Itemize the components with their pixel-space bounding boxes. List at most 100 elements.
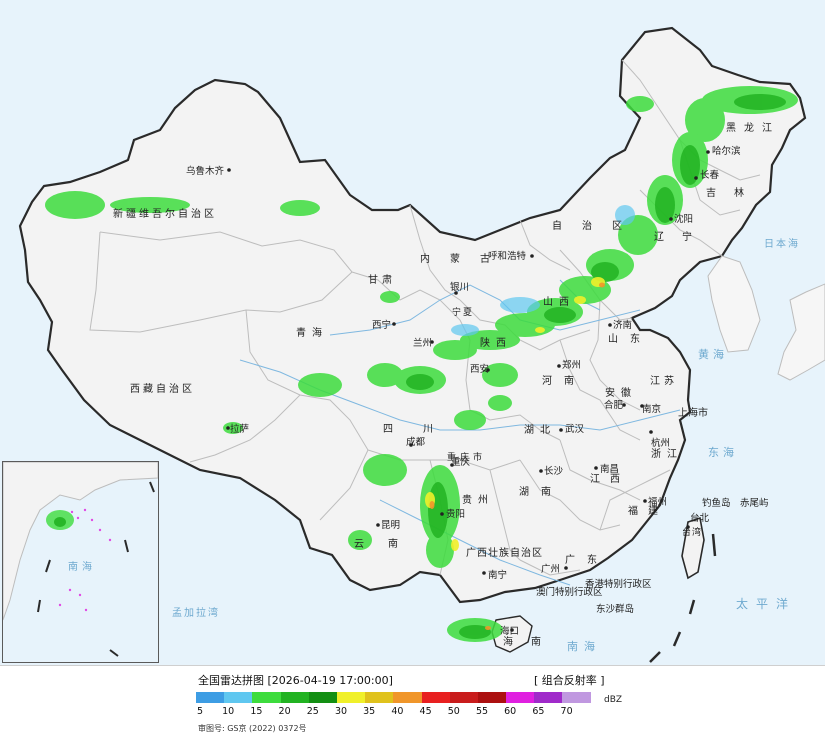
inset-map: 南海: [2, 461, 159, 662]
legend-tick-label: 20: [278, 706, 291, 717]
label-yunnan: 云南: [354, 537, 422, 550]
legend-tick-label: 65: [532, 706, 545, 717]
legend-tick-label: 10: [222, 706, 235, 717]
legend-footer: 全国雷达拼图 [2026-04-19 17:00:00] [ 组合反射率 ] d…: [0, 665, 825, 740]
label-gansu: 甘肃: [368, 273, 396, 286]
city-lanzhou: 兰州: [413, 337, 432, 349]
label-neimenggu: 内蒙古: [420, 252, 510, 265]
city-shenyang: 沈阳: [674, 213, 693, 225]
label-liaoning: 辽宁: [654, 230, 710, 243]
china-land: [18, 26, 807, 604]
label-taiwan: 台湾: [682, 526, 702, 538]
legend-tick-label: 60: [504, 706, 517, 717]
legend-tick-label: 25: [306, 706, 319, 717]
city-chongqing: 重庆: [451, 456, 471, 468]
taiwan-land: [681, 516, 705, 580]
legend-tick-label: 45: [419, 706, 432, 717]
color-legend-bar: [196, 692, 591, 703]
label-guizhou: 贵州: [462, 493, 494, 506]
legend-tick-label: 40: [391, 706, 404, 717]
label-fujian: 福建: [628, 504, 668, 517]
province-boundaries: [89, 59, 761, 576]
legend-swatch: [506, 692, 535, 703]
radar-echoes: [45, 86, 798, 642]
label-shandong: 山东: [608, 332, 652, 345]
city-yinchuan: 银川: [450, 281, 469, 293]
legend-tick-label: 70: [560, 706, 573, 717]
sea-pacific: 太平洋: [736, 596, 796, 611]
sea-east: 东海: [708, 445, 738, 459]
city-wuhan: 武汉: [565, 423, 585, 435]
maritime-boundary-marks: [649, 533, 717, 663]
legend-swatch: [562, 692, 591, 703]
city-guiyang: 贵阳: [446, 508, 465, 520]
label-xizang: 西藏自治区: [130, 382, 195, 395]
city-harbin: 哈尔滨: [712, 145, 741, 157]
island-dongsha: 东沙群岛: [596, 603, 634, 615]
label-zizhiqu: 自治区: [552, 219, 642, 232]
legend-tick-label: 5: [196, 706, 204, 717]
label-heilongjiang: 黑龙江: [726, 121, 780, 134]
sea-bengal: 孟加拉湾: [172, 606, 220, 619]
label-jiangxi: 江西: [590, 473, 630, 485]
label-sichuan: 四川: [383, 424, 463, 435]
city-taipei: 台北: [690, 512, 710, 524]
product-type: [ 组合反射率 ]: [534, 674, 605, 687]
island-diaoyu: 钓鱼岛: [702, 497, 731, 509]
china-map: 新疆维吾尔自治区 西藏自治区 青海 甘肃 内蒙古 自治区 黑龙江 吉林 辽宁 四…: [2, 26, 825, 663]
label-henan: 河南: [542, 374, 586, 387]
product-title: 全国雷达拼图 [2026-04-19 17:00:00]: [198, 674, 393, 687]
label-anhui: 安徽: [605, 386, 637, 399]
city-xining: 西宁: [372, 319, 391, 331]
legend-swatch: [393, 692, 422, 703]
label-jilin: 吉林: [706, 186, 762, 199]
city-kunming: 昆明: [381, 520, 400, 531]
sea-yellow: 黄海: [698, 347, 728, 361]
legend-tick-label: 15: [250, 706, 263, 717]
city-hangzhou: 杭州: [651, 437, 670, 449]
island-label-layer: 钓鱼岛 赤尾屿 东沙群岛 香港特别行政区 澳门特别行政区: [536, 497, 769, 615]
region-macau: 澳门特别行政区: [536, 586, 603, 598]
sea-south: 南海: [567, 639, 601, 653]
japan-land: [777, 283, 825, 381]
city-zhengzhou: 郑州: [562, 359, 581, 371]
city-xian: 西安: [470, 363, 489, 375]
label-guangxi: 广西壮族自治区: [466, 546, 543, 559]
legend-swatch: [365, 692, 394, 703]
label-shanxi: 山西: [543, 296, 575, 308]
city-urumqi: 乌鲁木齐: [186, 165, 225, 177]
city-nanning: 南宁: [488, 569, 507, 581]
map-approval-number: 审图号: GS京 (2022) 0372号: [198, 724, 307, 733]
inset-sea-label: 南海: [68, 560, 96, 573]
map-panel: 新疆维吾尔自治区 西藏自治区 青海 甘肃 内蒙古 自治区 黑龙江 吉林 辽宁 四…: [0, 0, 825, 665]
legend-swatch: [196, 692, 225, 703]
label-shaanxi: 陕西: [480, 336, 512, 349]
legend-tick-label: 35: [363, 706, 376, 717]
label-hainan: 海南: [503, 635, 559, 648]
legend-swatch: [477, 692, 507, 703]
legend-unit: dBZ: [604, 695, 623, 705]
legend-swatch: [449, 692, 478, 703]
legend-swatch: [421, 692, 450, 703]
legend-swatch: [308, 692, 337, 703]
city-guangzhou: 广州: [541, 563, 560, 575]
city-changsha: 长沙: [544, 465, 564, 477]
legend-tick-label: 30: [334, 706, 348, 717]
korea-land: [707, 255, 761, 353]
city-changchun: 长春: [700, 169, 720, 181]
city-jinan: 济南: [613, 319, 632, 331]
region-hongkong: 香港特别行政区: [585, 578, 652, 590]
legend-swatch: [336, 692, 366, 703]
sea-japan: 日本海: [764, 237, 800, 250]
label-guangdong: 广东: [565, 553, 609, 566]
legend-swatch: [534, 692, 563, 703]
legend-swatch: [280, 692, 309, 703]
city-haikou: 海口: [500, 625, 519, 637]
label-ningxia: 宁夏: [452, 306, 474, 318]
label-chongqing: 重庆市: [447, 451, 486, 463]
label-shanghai: 上海市: [678, 406, 708, 419]
city-layer: 乌鲁木齐 拉萨 西宁 兰州 银川 呼和浩特 哈尔滨 长春 沈阳 济南 郑州 西安…: [186, 145, 741, 637]
legend-swatch: [252, 692, 281, 703]
city-nanchang: 南昌: [600, 463, 619, 475]
